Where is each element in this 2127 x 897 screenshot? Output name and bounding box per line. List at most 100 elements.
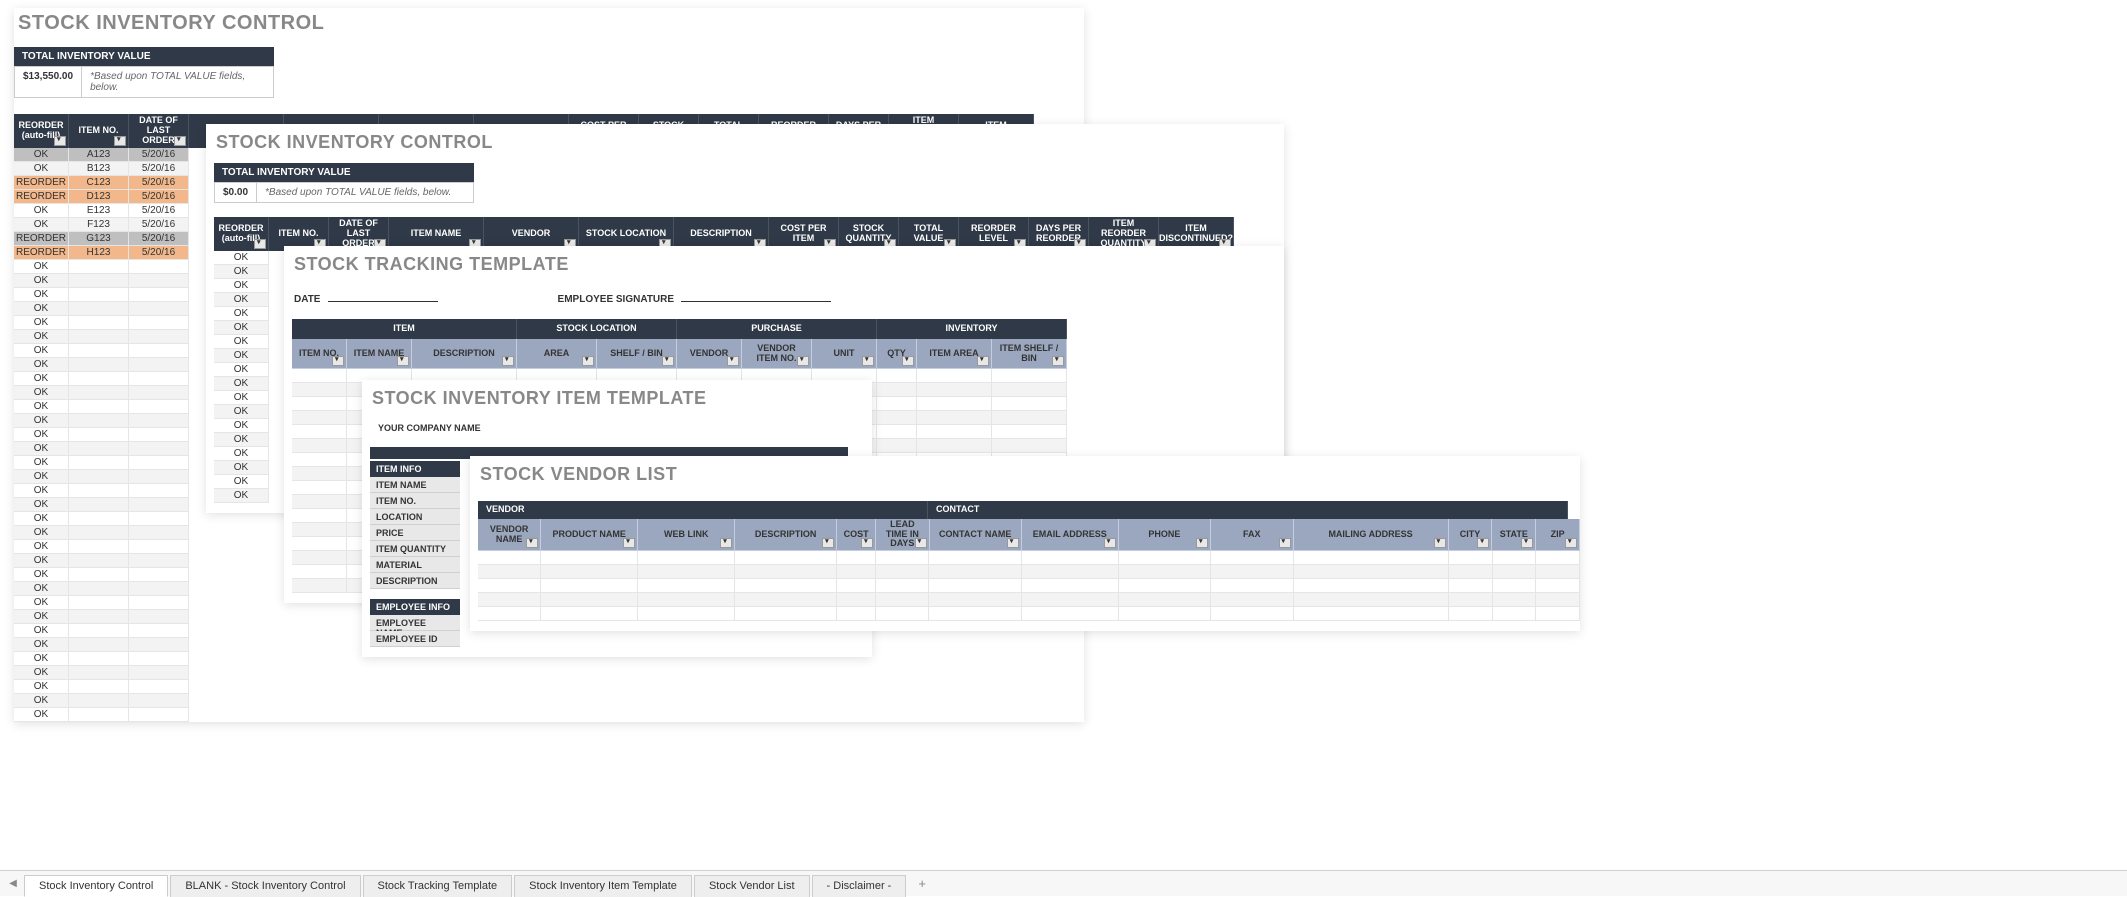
- table-cell: [292, 537, 347, 551]
- table-cell: REORDER: [14, 246, 69, 260]
- table-cell: [1119, 579, 1211, 593]
- filter-dropdown-icon[interactable]: [797, 356, 809, 366]
- sheet-tab[interactable]: Stock Vendor List: [694, 875, 810, 897]
- sheet-tab[interactable]: Stock Tracking Template: [363, 875, 513, 897]
- filter-dropdown-icon[interactable]: [662, 356, 674, 366]
- table-cell: OK: [14, 162, 69, 176]
- table-cell: B123: [69, 162, 129, 176]
- table-cell: OK: [14, 694, 69, 708]
- table-cell: [929, 579, 1021, 593]
- table-cell: OK: [14, 666, 69, 680]
- filter-dropdown-icon[interactable]: [174, 136, 186, 146]
- filter-dropdown-icon[interactable]: [582, 356, 594, 366]
- filter-dropdown-icon[interactable]: [332, 356, 344, 366]
- table-cell: [541, 579, 638, 593]
- table-cell: [876, 593, 929, 607]
- column-header: ITEM NAME: [347, 339, 412, 369]
- table-cell: [69, 484, 129, 498]
- filter-dropdown-icon[interactable]: [1477, 538, 1489, 548]
- table-cell: OK: [214, 349, 269, 363]
- table-cell: OK: [214, 321, 269, 335]
- table-cell: [129, 288, 189, 302]
- table-cell: [69, 330, 129, 344]
- table-cell: [992, 439, 1067, 453]
- sheet-tab[interactable]: Stock Inventory Control: [24, 875, 168, 897]
- filter-dropdown-icon[interactable]: [977, 356, 989, 366]
- info-field-label: ITEM NO.: [370, 493, 460, 509]
- table-cell: [129, 624, 189, 638]
- table-cell: OK: [14, 344, 69, 358]
- tab-nav-prev[interactable]: ◀: [6, 877, 20, 891]
- table-cell: [69, 358, 129, 372]
- table-cell: [292, 383, 347, 397]
- table-cell: [69, 582, 129, 596]
- filter-dropdown-icon[interactable]: [861, 538, 873, 548]
- filter-dropdown-icon[interactable]: [1279, 538, 1291, 548]
- filter-dropdown-icon[interactable]: [54, 136, 66, 146]
- table-cell: [129, 526, 189, 540]
- filter-dropdown-icon[interactable]: [502, 356, 514, 366]
- filter-dropdown-icon[interactable]: [254, 239, 266, 249]
- table-cell: [292, 565, 347, 579]
- table-cell: [876, 551, 929, 565]
- table-cell: OK: [214, 307, 269, 321]
- table-cell: OK: [14, 596, 69, 610]
- table-cell: [69, 442, 129, 456]
- table-cell: [735, 607, 837, 621]
- column-header: PHONE: [1119, 519, 1211, 551]
- group-header: INVENTORY: [877, 319, 1067, 339]
- sheet-tab[interactable]: - Disclaimer -: [812, 875, 907, 897]
- column-header: ITEM SHELF / BIN: [992, 339, 1067, 369]
- table-cell: [917, 383, 992, 397]
- table-cell: [917, 439, 992, 453]
- filter-dropdown-icon[interactable]: [862, 356, 874, 366]
- table-cell: [992, 425, 1067, 439]
- table-cell: [129, 428, 189, 442]
- table-cell: [292, 397, 347, 411]
- table-cell: [292, 467, 347, 481]
- filter-dropdown-icon[interactable]: [1104, 538, 1116, 548]
- info-field-label: MATERIAL: [370, 557, 460, 573]
- table-cell: [129, 610, 189, 624]
- table-cell: [1022, 579, 1119, 593]
- table-cell: [541, 593, 638, 607]
- tab-add[interactable]: +: [908, 872, 936, 895]
- table-cell: [1022, 565, 1119, 579]
- panel1-summary-note: *Based upon TOTAL VALUE fields, below.: [82, 67, 273, 97]
- table-cell: [1211, 607, 1294, 621]
- filter-dropdown-icon[interactable]: [397, 356, 409, 366]
- table-cell: [1493, 579, 1537, 593]
- filter-dropdown-icon[interactable]: [1052, 356, 1064, 366]
- table-cell: [876, 607, 929, 621]
- filter-dropdown-icon[interactable]: [623, 538, 635, 548]
- filter-dropdown-icon[interactable]: [1434, 538, 1446, 548]
- table-cell: OK: [14, 428, 69, 442]
- filter-dropdown-icon[interactable]: [727, 356, 739, 366]
- filter-dropdown-icon[interactable]: [915, 538, 927, 548]
- table-cell: OK: [14, 624, 69, 638]
- filter-dropdown-icon[interactable]: [720, 538, 732, 548]
- filter-dropdown-icon[interactable]: [114, 136, 126, 146]
- filter-dropdown-icon[interactable]: [1565, 538, 1577, 548]
- panel4-title: STOCK INVENTORY ITEM TEMPLATE: [370, 388, 872, 423]
- filter-dropdown-icon[interactable]: [822, 538, 834, 548]
- table-cell: [1022, 593, 1119, 607]
- filter-dropdown-icon[interactable]: [526, 538, 538, 548]
- column-header: AREA: [517, 339, 597, 369]
- table-cell: OK: [214, 475, 269, 489]
- sheet-tab[interactable]: Stock Inventory Item Template: [514, 875, 692, 897]
- sheet-tab[interactable]: BLANK - Stock Inventory Control: [170, 875, 360, 897]
- table-cell: [129, 666, 189, 680]
- group-header: STOCK LOCATION: [517, 319, 677, 339]
- filter-dropdown-icon[interactable]: [1007, 538, 1019, 548]
- table-cell: OK: [214, 293, 269, 307]
- panel4-item-info-hdr: ITEM INFO: [370, 461, 460, 477]
- filter-dropdown-icon[interactable]: [1196, 538, 1208, 548]
- filter-dropdown-icon[interactable]: [902, 356, 914, 366]
- table-cell: [638, 607, 735, 621]
- table-cell: [69, 344, 129, 358]
- table-cell: OK: [14, 498, 69, 512]
- table-cell: C123: [69, 176, 129, 190]
- filter-dropdown-icon[interactable]: [1521, 538, 1533, 548]
- table-cell: [292, 523, 347, 537]
